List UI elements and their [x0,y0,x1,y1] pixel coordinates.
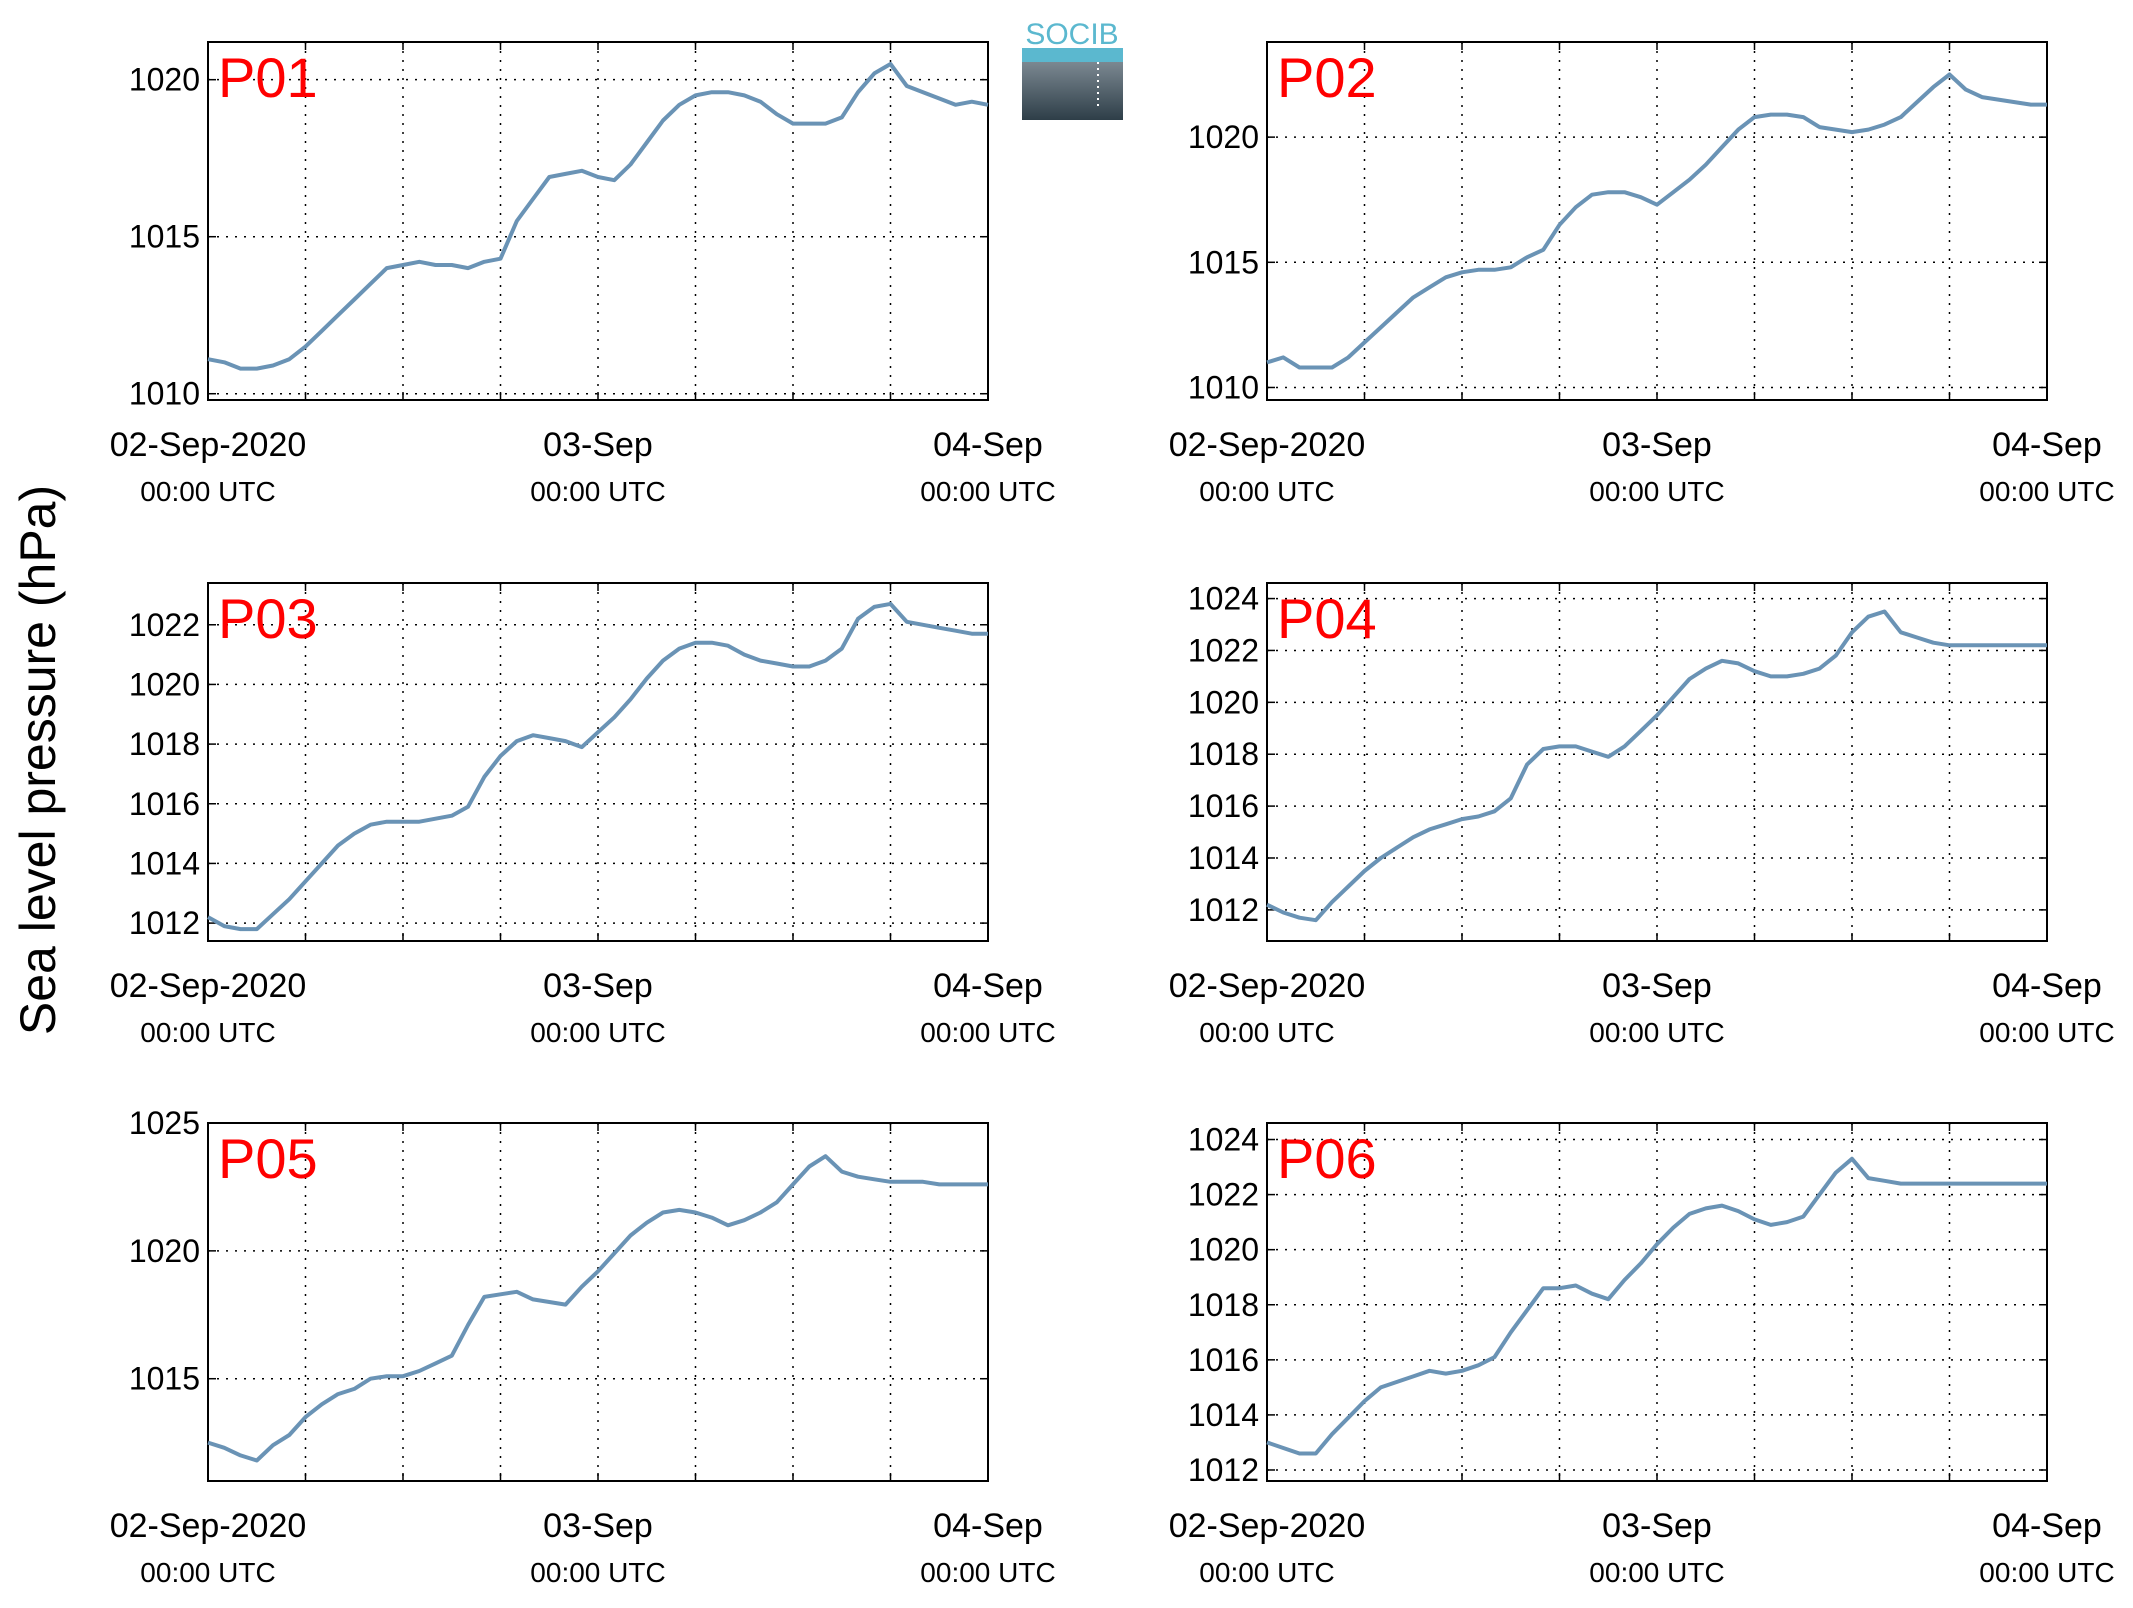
y-tick-label: 1012 [1188,1452,1259,1488]
logo-text: SOCIB [1025,18,1118,51]
y-tick-label: 1014 [129,845,200,881]
x-tick-label-time: 00:00 UTC [1589,1557,1724,1588]
x-tick-label-time: 00:00 UTC [530,1017,665,1048]
series-line [207,601,988,932]
x-tick-label-date: 04-Sep [933,967,1043,1005]
x-tick-label-time: 00:00 UTC [530,1557,665,1588]
plot-frame [207,41,989,401]
x-tick-label-date: 02-Sep-2020 [110,967,307,1005]
x-tick-label-time: 00:00 UTC [1199,1017,1334,1048]
y-tick-label: 1020 [1188,684,1259,720]
y-tick-label: 1012 [1188,892,1259,928]
x-tick-label-time: 00:00 UTC [140,476,275,507]
x-tick-label-date: 04-Sep [1992,967,2102,1005]
x-tick-label-date: 03-Sep [1602,426,1712,464]
y-tick-label: 1018 [129,726,200,762]
y-tick-label: 1016 [129,786,200,822]
series-line [1266,1156,2047,1456]
plot-frame [207,582,989,942]
y-tick-label: 1010 [1188,369,1259,405]
y-tick-label: 1012 [129,905,200,941]
y-tick-label: 1020 [129,1233,200,1269]
x-tick-label-date: 04-Sep [1992,426,2102,464]
x-tick-label-date: 03-Sep [543,426,653,464]
x-tick-label-time: 00:00 UTC [1199,1557,1334,1588]
x-tick-label-date: 02-Sep-2020 [1169,426,1366,464]
plot-frame [1266,582,2048,942]
y-axis-label: Sea level pressure (hPa) [10,485,66,1035]
panel-p02: 1010 1015 1020 P02 02-Sep-2020 00:00 UTC 03-Se… [1169,41,2115,507]
y-tick-label: 1018 [1188,736,1259,772]
x-tick-label-date: 04-Sep [1992,1507,2102,1545]
panel-p01: 1010 1015 1020 P01 02-Sep-2020 00:00 UTC 03-Se… [110,41,1056,507]
x-tick-label-time: 00:00 UTC [530,476,665,507]
y-tick-label: 1024 [1188,1122,1259,1158]
x-tick-label-date: 04-Sep [933,1507,1043,1545]
socib-logo: SOCIB [1022,18,1123,120]
panel-p06: 1012 1014 1016 1018 1020 1022 1024 P06 02-Sep-20… [1169,1122,2115,1588]
x-tick-label-date: 02-Sep-2020 [1169,967,1366,1005]
x-tick-label-date: 02-Sep-2020 [1169,1507,1366,1545]
panel-label: P03 [218,587,318,650]
y-tick-label: 1020 [129,62,200,98]
x-tick-label-date: 03-Sep [543,967,653,1005]
series-line [1266,609,2047,923]
x-tick-label-time: 00:00 UTC [1979,476,2114,507]
x-tick-label-date: 04-Sep [933,426,1043,464]
x-tick-label-time: 00:00 UTC [140,1017,275,1048]
x-tick-label-date: 02-Sep-2020 [110,426,307,464]
plot-frame [207,1122,989,1482]
x-tick-label-time: 00:00 UTC [1589,1017,1724,1048]
y-tick-label: 1015 [129,1361,200,1397]
y-tick-label: 1016 [1188,788,1259,824]
y-tick-label: 1015 [1188,244,1259,280]
y-tick-label: 1024 [1188,581,1259,617]
panel-label: P04 [1277,587,1377,650]
x-tick-label-time: 00:00 UTC [140,1557,275,1588]
logo-band [1022,48,1123,62]
plot-frame [1266,1122,2048,1482]
x-tick-label-date: 03-Sep [1602,1507,1712,1545]
x-tick-label-time: 00:00 UTC [920,1017,1055,1048]
y-tick-label: 1016 [1188,1342,1259,1378]
y-tick-label: 1020 [1188,1232,1259,1268]
y-tick-label: 1022 [129,607,200,643]
series-line [207,62,989,371]
y-tick-label: 1022 [1188,632,1259,668]
y-tick-label: 1010 [129,376,200,412]
series-line [207,1154,988,1463]
panel-p04: 1012 1014 1016 1018 1020 1022 1024 P04 02-Sep-20… [1169,581,2115,1048]
x-tick-label-date: 03-Sep [543,1507,653,1545]
x-tick-label-time: 00:00 UTC [920,476,1055,507]
x-tick-label-date: 02-Sep-2020 [110,1507,307,1545]
panel-label: P06 [1277,1127,1377,1190]
y-tick-label: 1018 [1188,1287,1259,1323]
plot-frame [1266,41,2048,401]
x-tick-label-date: 03-Sep [1602,967,1712,1005]
x-tick-label-time: 00:00 UTC [1979,1017,2114,1048]
x-tick-label-time: 00:00 UTC [1979,1557,2114,1588]
x-tick-label-time: 00:00 UTC [920,1557,1055,1588]
panel-p05: 1015 1020 1025 P05 02-Sep-2020 00:00 UTC 03-Se… [110,1105,1056,1588]
panel-label: P02 [1277,46,1377,109]
y-tick-label: 1022 [1188,1177,1259,1213]
panel-label: P01 [218,46,318,109]
y-tick-label: 1014 [1188,840,1259,876]
y-tick-label: 1020 [129,666,200,702]
y-tick-label: 1015 [129,219,200,255]
x-tick-label-time: 00:00 UTC [1199,476,1334,507]
series-line [1266,72,2047,370]
x-tick-label-time: 00:00 UTC [1589,476,1724,507]
panel-label: P05 [218,1127,318,1190]
y-tick-label: 1014 [1188,1397,1259,1433]
panel-p03: 1012 1014 1016 1018 1020 1022 P03 02-Sep-2020 00… [110,582,1056,1048]
y-tick-label: 1020 [1188,119,1259,155]
y-tick-label: 1025 [129,1105,200,1141]
